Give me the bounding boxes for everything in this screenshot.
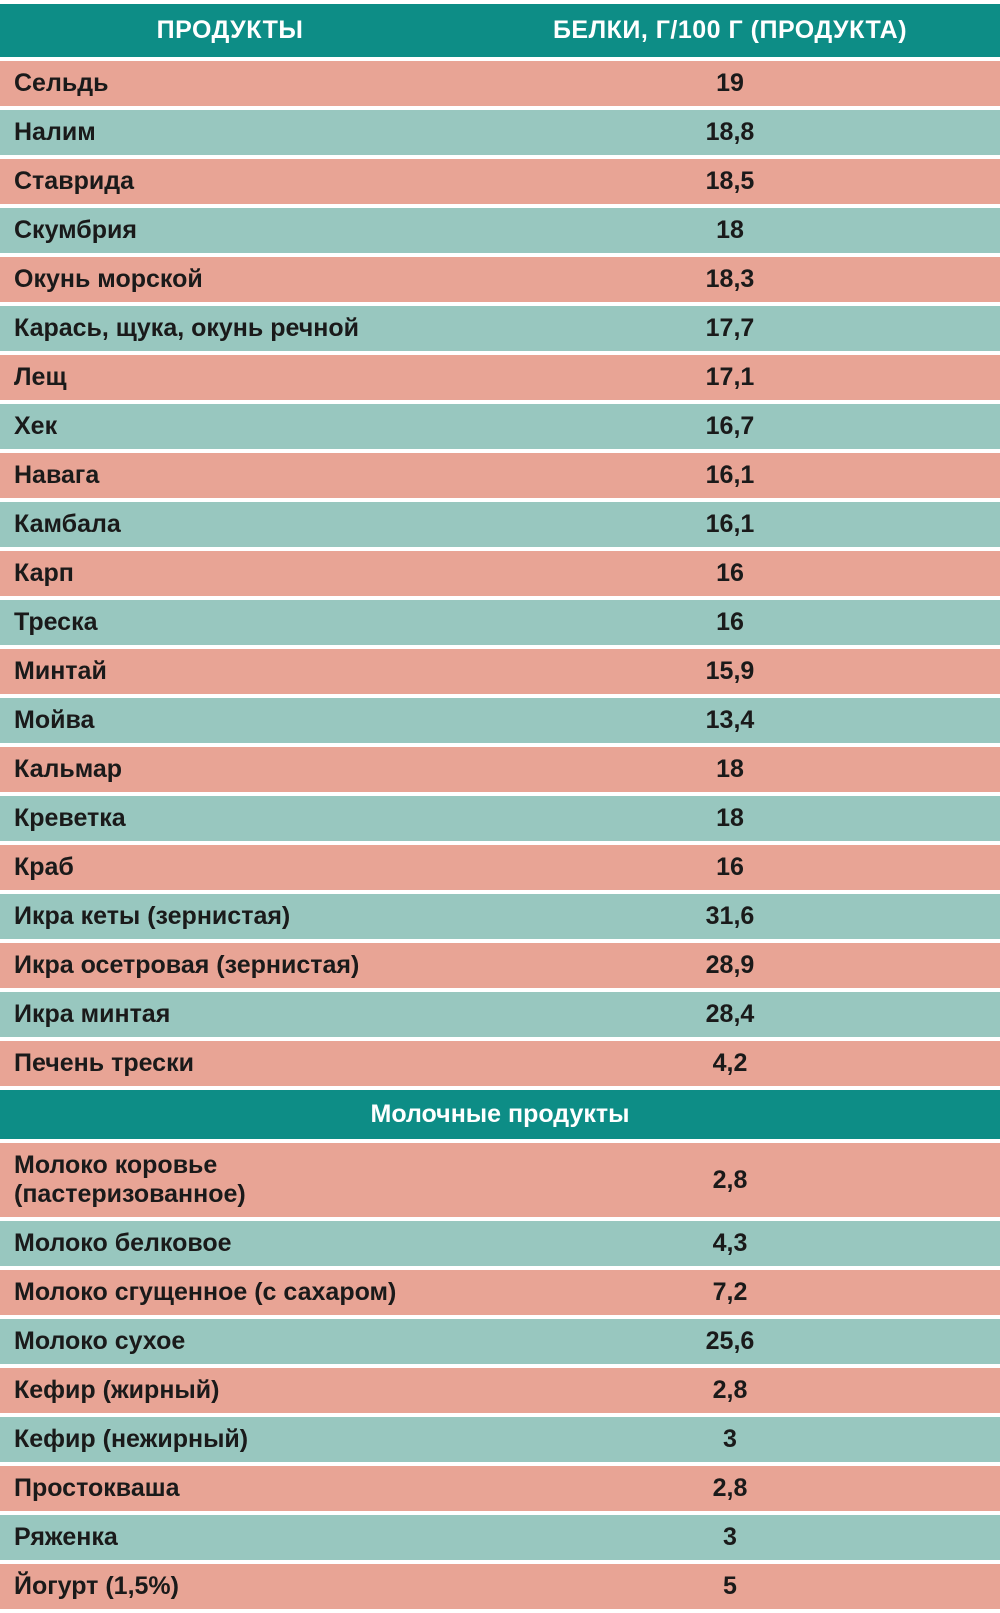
cell-protein: 4,2 xyxy=(460,1041,1000,1086)
cell-protein: 5 xyxy=(460,1564,1000,1609)
table-row: Карп16 xyxy=(0,551,1000,596)
table-row: Навага16,1 xyxy=(0,453,1000,498)
cell-product: Кефир (нежирный) xyxy=(0,1417,460,1462)
cell-protein: 17,1 xyxy=(460,355,1000,400)
table-row: Треска16 xyxy=(0,600,1000,645)
cell-product: Молоко белковое xyxy=(0,1221,460,1266)
cell-product: Навага xyxy=(0,453,460,498)
cell-product: Камбала xyxy=(0,502,460,547)
cell-product: Сельдь xyxy=(0,61,460,106)
cell-product: Ряженка xyxy=(0,1515,460,1560)
table-row: Кефир (жирный)2,8 xyxy=(0,1368,1000,1413)
table-row: Окунь морской18,3 xyxy=(0,257,1000,302)
column-header-product: ПРОДУКТЫ xyxy=(0,4,460,57)
table-row: Молоко белковое4,3 xyxy=(0,1221,1000,1266)
table-row: Карась, щука, окунь речной17,7 xyxy=(0,306,1000,351)
cell-protein: 15,9 xyxy=(460,649,1000,694)
cell-product: Лещ xyxy=(0,355,460,400)
cell-product: Простокваша xyxy=(0,1466,460,1511)
cell-product: Скумбрия xyxy=(0,208,460,253)
cell-product: Икра кеты (зернистая) xyxy=(0,894,460,939)
cell-product: Краб xyxy=(0,845,460,890)
cell-product: Печень трески xyxy=(0,1041,460,1086)
cell-product: Окунь морской xyxy=(0,257,460,302)
cell-protein: 7,2 xyxy=(460,1270,1000,1315)
table-row: Молоко коровье (пастеризованное)2,8 xyxy=(0,1143,1000,1217)
cell-product: Хек xyxy=(0,404,460,449)
cell-protein: 3 xyxy=(460,1515,1000,1560)
cell-product: Карась, щука, окунь речной xyxy=(0,306,460,351)
table-row: Креветка18 xyxy=(0,796,1000,841)
cell-product: Треска xyxy=(0,600,460,645)
table-row: Кальмар18 xyxy=(0,747,1000,792)
cell-product: Кефир (жирный) xyxy=(0,1368,460,1413)
cell-protein: 18 xyxy=(460,747,1000,792)
cell-protein: 18,8 xyxy=(460,110,1000,155)
cell-product: Йогурт (1,5%) xyxy=(0,1564,460,1609)
cell-protein: 13,4 xyxy=(460,698,1000,743)
cell-protein: 19 xyxy=(460,61,1000,106)
table-row: Краб16 xyxy=(0,845,1000,890)
cell-protein: 28,4 xyxy=(460,992,1000,1037)
table-row: Сельдь19 xyxy=(0,61,1000,106)
cell-protein: 2,8 xyxy=(460,1466,1000,1511)
cell-product: Ставрида xyxy=(0,159,460,204)
table-row: Печень трески4,2 xyxy=(0,1041,1000,1086)
table-row: Мойва13,4 xyxy=(0,698,1000,743)
cell-protein: 2,8 xyxy=(460,1368,1000,1413)
cell-protein: 2,8 xyxy=(460,1143,1000,1217)
cell-protein: 18,3 xyxy=(460,257,1000,302)
cell-product: Кальмар xyxy=(0,747,460,792)
cell-product: Икра минтая xyxy=(0,992,460,1037)
table-row: Лещ17,1 xyxy=(0,355,1000,400)
table-row: Камбала16,1 xyxy=(0,502,1000,547)
cell-protein: 16 xyxy=(460,845,1000,890)
cell-protein: 18,5 xyxy=(460,159,1000,204)
cell-product: Карп xyxy=(0,551,460,596)
table-row: Ряженка3 xyxy=(0,1515,1000,1560)
cell-protein: 28,9 xyxy=(460,943,1000,988)
cell-product: Икра осетровая (зернистая) xyxy=(0,943,460,988)
table-row: Икра кеты (зернистая)31,6 xyxy=(0,894,1000,939)
section-header: Молочные продукты xyxy=(0,1090,1000,1139)
cell-protein: 16 xyxy=(460,600,1000,645)
table-row: Кефир (нежирный)3 xyxy=(0,1417,1000,1462)
cell-protein: 25,6 xyxy=(460,1319,1000,1364)
cell-protein: 16,1 xyxy=(460,453,1000,498)
table-row: Скумбрия18 xyxy=(0,208,1000,253)
cell-protein: 16,1 xyxy=(460,502,1000,547)
cell-protein: 18 xyxy=(460,208,1000,253)
cell-protein: 17,7 xyxy=(460,306,1000,351)
cell-product: Креветка xyxy=(0,796,460,841)
cell-protein: 16 xyxy=(460,551,1000,596)
section-header-label: Молочные продукты xyxy=(0,1090,1000,1139)
cell-protein: 31,6 xyxy=(460,894,1000,939)
cell-product: Минтай xyxy=(0,649,460,694)
table-row: Молоко сухое25,6 xyxy=(0,1319,1000,1364)
table-row: Хек16,7 xyxy=(0,404,1000,449)
column-header-protein: БЕЛКИ, Г/100 Г (ПРОДУКТА) xyxy=(460,4,1000,57)
table-row: Минтай15,9 xyxy=(0,649,1000,694)
cell-product: Молоко сгущенное (с сахаром) xyxy=(0,1270,460,1315)
table-row: Простокваша2,8 xyxy=(0,1466,1000,1511)
table-row: Молоко сгущенное (с сахаром)7,2 xyxy=(0,1270,1000,1315)
table-row: Икра осетровая (зернистая)28,9 xyxy=(0,943,1000,988)
table-header-row: ПРОДУКТЫБЕЛКИ, Г/100 Г (ПРОДУКТА) xyxy=(0,4,1000,57)
table-row: Йогурт (1,5%)5 xyxy=(0,1564,1000,1609)
cell-protein: 4,3 xyxy=(460,1221,1000,1266)
cell-product: Молоко сухое xyxy=(0,1319,460,1364)
cell-product: Мойва xyxy=(0,698,460,743)
table-row: Налим18,8 xyxy=(0,110,1000,155)
cell-protein: 3 xyxy=(460,1417,1000,1462)
table-row: Икра минтая28,4 xyxy=(0,992,1000,1037)
cell-protein: 18 xyxy=(460,796,1000,841)
protein-table: ПРОДУКТЫБЕЛКИ, Г/100 Г (ПРОДУКТА)Сельдь1… xyxy=(0,0,1000,1613)
cell-product: Налим xyxy=(0,110,460,155)
protein-table-body: ПРОДУКТЫБЕЛКИ, Г/100 Г (ПРОДУКТА)Сельдь1… xyxy=(0,4,1000,1609)
cell-protein: 16,7 xyxy=(460,404,1000,449)
table-row: Ставрида18,5 xyxy=(0,159,1000,204)
cell-product: Молоко коровье (пастеризованное) xyxy=(0,1143,460,1217)
